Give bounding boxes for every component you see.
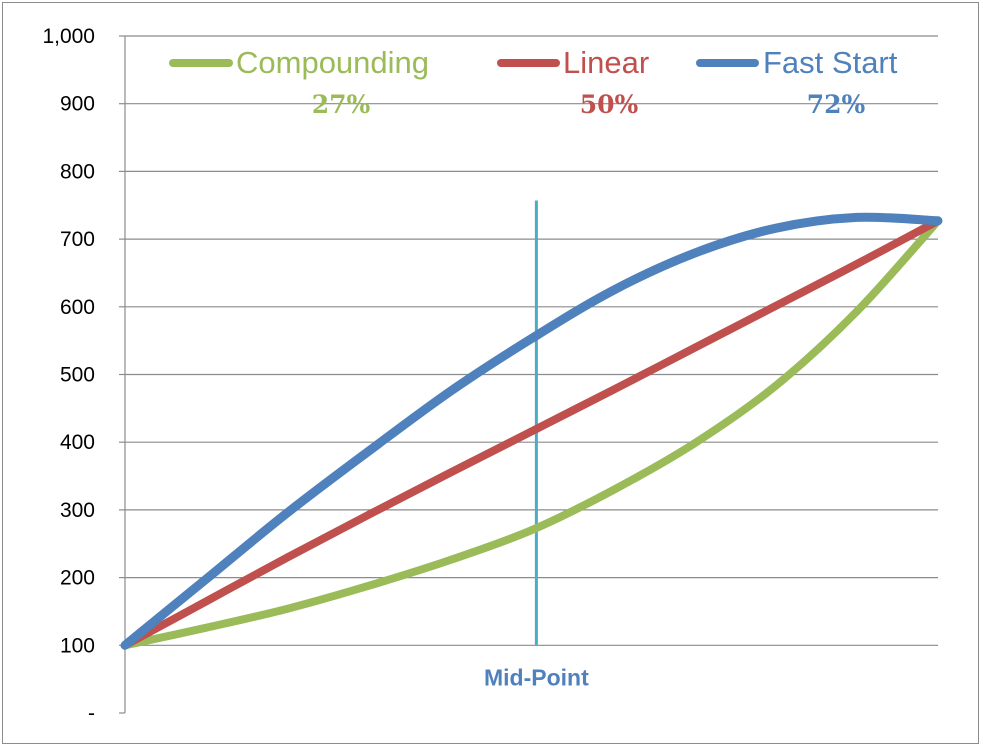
legend-percent-fast-start: 72% bbox=[807, 90, 866, 119]
y-tick-label: 700 bbox=[60, 228, 95, 251]
y-tick-label: 500 bbox=[60, 364, 95, 387]
line-chart: - 100 200 300 400 500 600 700 800 900 1,000 Mid-Po… bbox=[42, 25, 943, 725]
y-tick-label: - bbox=[88, 702, 95, 725]
series-lines bbox=[120, 212, 943, 650]
y-tick-label: 200 bbox=[60, 567, 95, 590]
series-line-linear bbox=[121, 216, 942, 650]
y-tick-label: 600 bbox=[60, 296, 95, 319]
legend-percent-compounding: 27% bbox=[312, 90, 371, 119]
legend-percent-linear: 50% bbox=[580, 90, 639, 119]
y-tick-label: 900 bbox=[60, 93, 95, 116]
axes: - 100 200 300 400 500 600 700 800 900 1,000 bbox=[42, 25, 126, 725]
mid-point-label: Mid-Point bbox=[484, 664, 589, 690]
annotations: Mid-Point bbox=[484, 200, 589, 690]
y-tick-label: 1,000 bbox=[42, 25, 95, 48]
legend-label-compounding: Compounding bbox=[236, 45, 429, 80]
legend: Compounding 27% Linear 50% Fast Start 72% bbox=[169, 45, 898, 119]
y-tick-label: 100 bbox=[60, 634, 95, 657]
series-line-compounding bbox=[121, 216, 942, 650]
y-tick-label: 300 bbox=[60, 499, 95, 522]
legend-label-fast-start: Fast Start bbox=[763, 45, 898, 80]
series-line-fast-start bbox=[120, 212, 943, 650]
legend-label-linear: Linear bbox=[563, 45, 649, 80]
y-tick-label: 400 bbox=[60, 431, 95, 454]
y-tick-label: 800 bbox=[60, 160, 95, 183]
